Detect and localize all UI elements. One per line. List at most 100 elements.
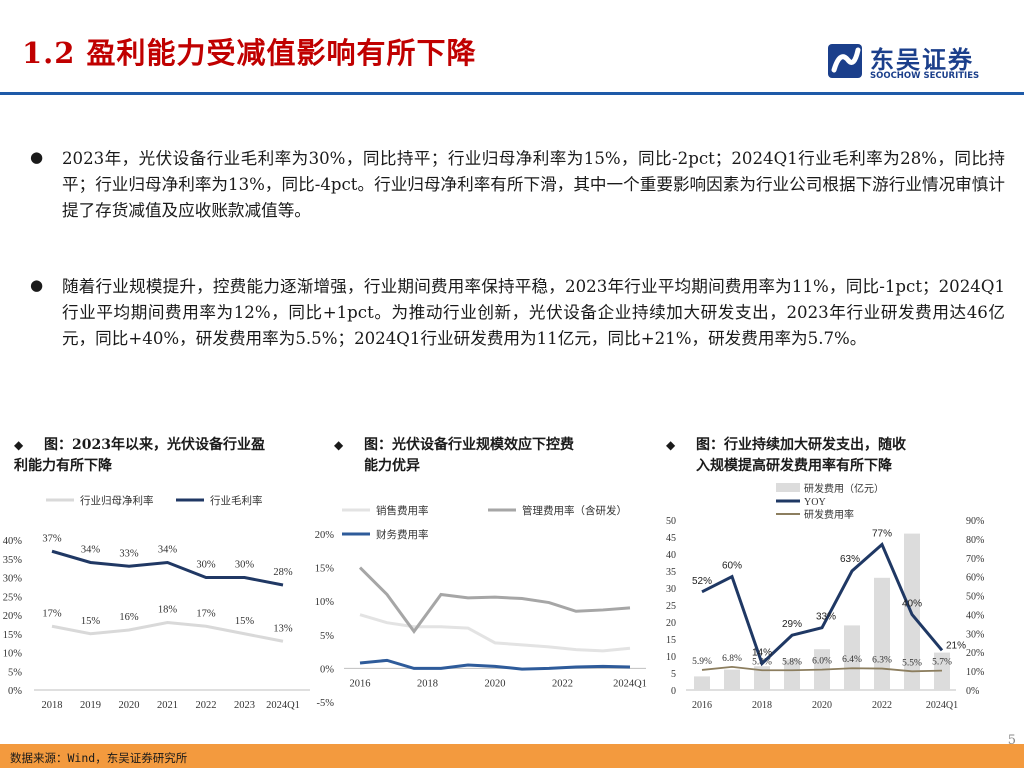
data-label: 30%: [235, 560, 255, 571]
y-tick-label: 0%: [8, 686, 22, 697]
y-tick-label: 10%: [315, 597, 335, 608]
y-tick-label: 25: [666, 601, 676, 612]
data-label: 14%: [752, 648, 772, 659]
y-tick-label: 15: [666, 635, 676, 646]
data-label: 52%: [692, 576, 712, 587]
page-title: 1.2 盈利能力受减值影响有所下降: [22, 36, 477, 70]
logo-subtitle: SOOCHOW SECURITIES: [870, 71, 980, 81]
caption-diamond-icon: ◆: [666, 438, 676, 452]
y-tick-label: 60%: [966, 573, 984, 584]
series-line: [701, 542, 944, 667]
data-label: 33%: [119, 548, 139, 559]
x-tick-label: 2016: [692, 700, 712, 711]
data-label: 15%: [81, 616, 101, 627]
legend-label: YOY: [804, 497, 826, 508]
data-label: 60%: [722, 561, 742, 572]
data-label: 18%: [158, 605, 178, 616]
data-label: 29%: [782, 619, 802, 630]
data-label: 21%: [946, 640, 966, 651]
data-source: 数据来源：Wind，东吴证券研究所: [10, 751, 188, 765]
soochow-logo-icon: [828, 44, 862, 78]
legend-label: 行业归母净利率: [80, 494, 154, 507]
y-tick-label: 35%: [3, 555, 23, 566]
y-tick-label: 30: [666, 584, 676, 595]
data-label: 5.7%: [932, 658, 952, 668]
legend-swatch: [776, 483, 800, 492]
page-number: 5: [1007, 733, 1016, 748]
x-tick-label: 2018: [42, 700, 63, 711]
x-tick-label: 2020: [812, 700, 832, 711]
y-tick-label: 35: [666, 567, 676, 578]
y-tick-label: 0: [671, 686, 676, 697]
x-tick-label: 2023: [234, 700, 255, 711]
y-tick-label: 25%: [3, 592, 23, 603]
y-tick-label: 20%: [315, 530, 335, 541]
y-tick-label: 10%: [966, 667, 984, 678]
x-tick-label: 2022: [872, 700, 892, 711]
y-tick-label: 20%: [966, 648, 984, 659]
data-label: 37%: [42, 533, 62, 544]
bar: [874, 577, 890, 690]
bar: [844, 625, 860, 690]
data-label: 16%: [119, 612, 139, 623]
y-tick-label: 20%: [3, 611, 23, 622]
series-line: [701, 665, 943, 673]
caption-line: 入规模提高研发费用率有所下降: [696, 458, 892, 474]
data-label: 34%: [158, 545, 178, 556]
y-tick-label: 0%: [966, 686, 979, 697]
data-label: 5.8%: [782, 657, 802, 667]
x-tick-label: 2020: [485, 678, 506, 689]
bar: [694, 676, 710, 690]
bar: [754, 666, 770, 690]
data-label: 34%: [81, 545, 101, 556]
legend-label: 行业毛利率: [210, 494, 263, 507]
data-label: 63%: [840, 554, 860, 565]
data-label: 28%: [273, 567, 293, 578]
series-line: [359, 613, 631, 653]
y-tick-label: 40%: [3, 536, 23, 547]
y-tick-label: 50: [666, 516, 676, 527]
data-label: 6.8%: [722, 654, 742, 664]
x-tick-label: 2024Q1: [266, 700, 300, 711]
x-tick-label: 2016: [350, 678, 371, 689]
y-tick-label: 15%: [315, 564, 335, 575]
data-label: 6.0%: [812, 657, 832, 667]
y-tick-label: 5%: [8, 667, 22, 678]
bullet-dot: ●: [30, 148, 44, 166]
bar: [724, 669, 740, 690]
y-tick-label: 30%: [966, 629, 984, 640]
x-tick-label: 2024Q1: [613, 678, 647, 689]
series-line: [358, 566, 631, 634]
series-line: [359, 658, 631, 671]
bullet-text: 2023年，光伏设备行业毛利率为30%，同比持平；行业归母净利率为15%，同比-…: [62, 149, 1005, 220]
data-label: 13%: [273, 623, 293, 634]
y-tick-label: 70%: [966, 554, 984, 565]
data-label: 17%: [196, 608, 216, 619]
figure-caption-2: ◆ 图：光伏设备行业规模效应下控费 能力优异: [334, 435, 634, 477]
caption-line: 图：行业持续加大研发支出，随收: [696, 437, 906, 453]
y-tick-label: 5%: [320, 631, 334, 642]
bullet-text: 随着行业规模提升，控费能力逐渐增强，行业期间费用率保持平稳，2023年行业平均期…: [62, 277, 1005, 348]
logo-name: 东吴证券: [870, 46, 974, 74]
data-label: 6.3%: [872, 656, 892, 666]
y-tick-label: 5: [671, 669, 676, 680]
legend-label: 管理费用率（含研发）: [522, 504, 627, 517]
caption-diamond-icon: ◆: [334, 438, 344, 452]
data-label: 15%: [235, 616, 255, 627]
bullet-dot: ●: [30, 276, 44, 294]
y-tick-label: -5%: [317, 698, 335, 709]
data-label: 30%: [196, 560, 216, 571]
caption-line: 利能力有所下降: [14, 458, 112, 474]
x-tick-label: 2024Q1: [926, 700, 958, 711]
x-tick-label: 2022: [196, 700, 217, 711]
legend-label: 研发费用率: [804, 508, 854, 521]
caption-line: 能力优异: [364, 458, 420, 474]
chart-profitability: 行业归母净利率 行业毛利率 0% 5% 10% 15% 20% 25% 30% 35% 40% 201…: [3, 494, 310, 711]
figure-caption-3: ◆ 图：行业持续加大研发支出，随收 入规模提高研发费用率有所下降: [666, 435, 986, 477]
y-tick-label: 90%: [966, 516, 984, 527]
caption-line: 图：2023年以来，光伏设备行业盈: [44, 437, 265, 453]
y-tick-label: 20: [666, 618, 676, 629]
legend-label: 财务费用率: [376, 528, 429, 541]
chart-expense-ratio: 销售费用率 管理费用率（含研发） 财务费用率 -5% 0% 5% 10% 15% 20% 2016…: [315, 504, 647, 709]
